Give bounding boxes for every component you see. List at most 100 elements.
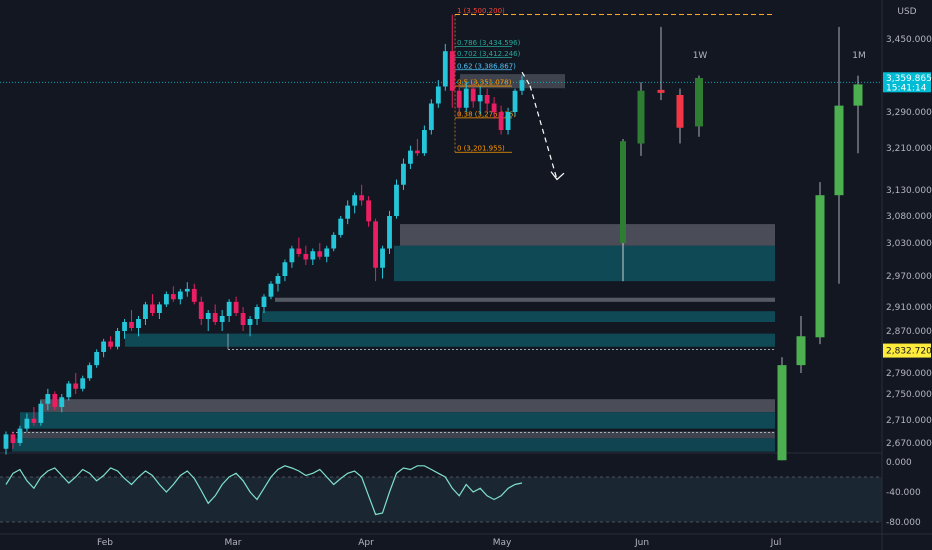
candle-body	[421, 130, 427, 154]
candle-body	[484, 95, 490, 104]
current-price-value: 3,359.865	[886, 74, 932, 84]
zones-layer	[0, 74, 882, 452]
oscillator-tick-label: -80.000	[886, 518, 921, 528]
time-tick-label: Jul	[770, 538, 782, 548]
candle-body	[428, 103, 434, 130]
candle-body	[505, 112, 511, 130]
candle-body	[163, 294, 169, 305]
price-tick-label: 2,670.000	[886, 439, 932, 449]
htf-candle-body	[796, 336, 806, 366]
candle-body	[191, 288, 197, 302]
price-tick-label: 3,290.000	[886, 108, 932, 118]
price-tick-label: 2,870.000	[886, 327, 932, 337]
candle-body	[449, 51, 455, 91]
price-tick-label: 3,130.000	[886, 186, 932, 196]
candle-body	[108, 341, 113, 347]
candle-body	[408, 150, 413, 164]
candle-body	[261, 296, 267, 307]
candle-body	[177, 291, 183, 300]
time-tick-label: Apr	[358, 538, 374, 548]
candle-body	[115, 331, 120, 347]
htf-candle-body	[657, 89, 665, 93]
candle-body	[101, 341, 107, 352]
candle-body	[38, 403, 44, 423]
htf-candle-body	[620, 141, 626, 243]
candle-body	[435, 86, 441, 104]
candle-body	[401, 163, 406, 185]
candle-body	[233, 301, 239, 313]
candle-body	[491, 103, 497, 112]
price-tick-label: 2,710.000	[886, 416, 932, 426]
demand-zone-teal-3	[125, 333, 775, 347]
htf-candle-body	[834, 105, 844, 196]
candle-body	[442, 51, 448, 87]
candle-body	[477, 95, 483, 102]
gray-zone-bottom	[20, 431, 775, 439]
fib-level-label: 0.5 (3,351.078)	[457, 79, 512, 87]
demand-zone-teal	[394, 245, 775, 282]
price-tick-label: 2,910.000	[886, 303, 932, 313]
candle-body	[512, 90, 518, 112]
candle-body	[470, 88, 476, 102]
candle-body	[129, 322, 134, 328]
candle-body	[324, 248, 330, 257]
candle-body	[498, 112, 504, 130]
price-tick-label: 3,450.000	[886, 35, 932, 45]
candle-body	[394, 184, 399, 216]
candle-body	[275, 276, 281, 284]
htf-candle-body	[637, 90, 645, 144]
candle-body	[226, 301, 232, 316]
candle-body	[366, 200, 371, 222]
fib-box	[460, 74, 565, 89]
candle-body	[359, 195, 365, 201]
candle-body	[317, 251, 323, 257]
candle-body	[331, 234, 337, 249]
htf-candle-body	[676, 95, 684, 128]
candle-body	[289, 248, 295, 263]
price-tick-label: 3,080.000	[886, 212, 932, 222]
fib-level-label: 0.62 (3,386.867)	[457, 62, 516, 70]
candle-body	[143, 304, 148, 319]
candle-body	[73, 383, 79, 389]
candle-body	[205, 313, 211, 319]
candle-body	[170, 294, 176, 300]
projection-arrow	[521, 71, 558, 180]
current-price-tag	[883, 72, 931, 93]
time-tick-label: May	[493, 538, 512, 548]
teal-zone-low	[20, 412, 775, 429]
candle-body	[212, 313, 218, 322]
gray-zone-low	[40, 399, 775, 413]
htf-candle-body	[695, 78, 703, 127]
candle-body	[380, 248, 385, 268]
candle-body	[136, 319, 141, 328]
candle-body	[247, 319, 253, 325]
candle-body	[303, 254, 309, 260]
candle-body	[345, 205, 351, 219]
candle-body	[338, 218, 344, 235]
candle-body	[87, 365, 93, 379]
fib-level-label: 0.702 (3,412.246)	[457, 50, 521, 58]
candle-body	[463, 88, 469, 108]
candle-body	[240, 313, 246, 325]
fib-level-label: 0.786 (3,434.596)	[457, 39, 521, 47]
candle-body	[296, 248, 302, 254]
candle-body	[184, 288, 190, 292]
current-price-countdown: 15:41:14	[886, 83, 927, 93]
time-tick-label: Jun	[634, 538, 649, 548]
candle-body	[66, 383, 72, 398]
candle-body	[52, 394, 58, 407]
fib-level-label: 1 (3,500.200)	[457, 7, 505, 15]
projection-arrowhead	[550, 171, 565, 181]
timeframe-label-1m: 1M	[852, 51, 866, 61]
time-tick-label: Feb	[97, 538, 113, 548]
candle-body	[387, 216, 392, 249]
price-tick-label: 3,210.000	[886, 144, 932, 154]
time-tick-label: Mar	[225, 538, 242, 548]
supply-zone-gray	[400, 224, 775, 246]
candle-body	[519, 80, 525, 91]
level-price-value: 2,832.720	[886, 347, 932, 357]
oscillator-layer: 0.000 -40.000 -80.000	[0, 458, 921, 528]
gray-band	[275, 297, 775, 302]
candle-body	[31, 418, 37, 423]
